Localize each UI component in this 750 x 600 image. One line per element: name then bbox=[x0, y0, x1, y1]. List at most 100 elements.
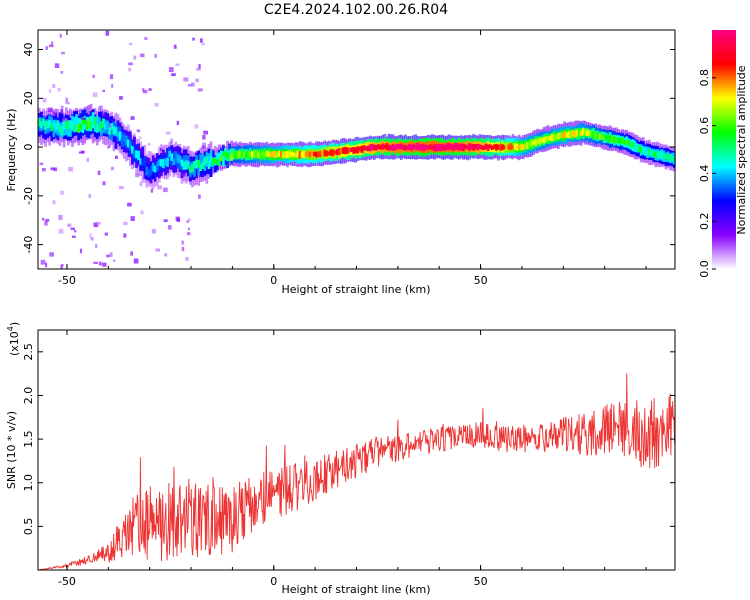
ridge-cell bbox=[348, 147, 351, 153]
noise-cell bbox=[130, 251, 133, 256]
noise-cell bbox=[50, 167, 55, 171]
noise-cell bbox=[79, 248, 82, 254]
noise-cell bbox=[136, 129, 140, 132]
ridge-cell bbox=[588, 130, 591, 137]
ridge-cell bbox=[234, 151, 238, 159]
spectrogram-x-tick-label: -50 bbox=[58, 274, 76, 287]
ridge-cell bbox=[333, 150, 337, 155]
noise-cell bbox=[202, 145, 205, 149]
colorbar-label: Normalized spectral amplitude bbox=[735, 65, 748, 234]
ridge-cell bbox=[298, 151, 302, 159]
ridge-cell bbox=[395, 144, 399, 150]
ridge-cell bbox=[300, 151, 304, 158]
noise-cell bbox=[92, 92, 98, 97]
ridge-cell bbox=[207, 153, 211, 167]
ridge-cell bbox=[431, 145, 434, 150]
ridge-cell bbox=[377, 144, 380, 149]
ridge-cell bbox=[327, 151, 331, 156]
colorbar-gradient bbox=[712, 30, 736, 269]
ridge-cell bbox=[342, 147, 345, 154]
ridge-cell bbox=[164, 158, 167, 166]
ridge-cell bbox=[246, 151, 250, 157]
noise-cell bbox=[52, 84, 56, 88]
noise-cell bbox=[97, 170, 101, 176]
noise-cell bbox=[133, 258, 139, 264]
ridge-cell bbox=[83, 118, 87, 125]
ridge-cell bbox=[497, 144, 500, 150]
noise-cell bbox=[92, 74, 96, 78]
ridge-cell bbox=[604, 135, 608, 140]
ridge-cell bbox=[230, 148, 233, 159]
noise-cell bbox=[39, 162, 44, 165]
ridge-cell bbox=[277, 150, 281, 157]
noise-cell bbox=[65, 97, 68, 102]
ridge-cell bbox=[635, 144, 639, 151]
ridge-cell bbox=[577, 129, 581, 136]
ridge-cell bbox=[308, 151, 312, 158]
ridge-cell bbox=[151, 164, 155, 180]
ridge-cell bbox=[499, 143, 502, 151]
chart-title: C2E4.2024.102.00.26.R04 bbox=[264, 2, 448, 18]
ridge-cell bbox=[335, 149, 339, 156]
noise-cell bbox=[108, 123, 111, 128]
ridge-cell bbox=[557, 132, 560, 140]
ridge-cell bbox=[391, 144, 395, 151]
ridge-cell bbox=[91, 121, 95, 128]
noise-cell bbox=[191, 82, 195, 87]
ridge-cell bbox=[288, 150, 291, 158]
ridge-cell bbox=[644, 148, 647, 156]
ridge-cell bbox=[457, 144, 461, 151]
ridge-cell bbox=[484, 143, 488, 150]
ridge-cell bbox=[311, 150, 314, 158]
ridge-cell bbox=[565, 132, 569, 138]
ridge-cell bbox=[170, 153, 174, 161]
ridge-cell bbox=[325, 150, 329, 157]
ridge-cell bbox=[530, 139, 533, 147]
ridge-cell bbox=[627, 140, 631, 146]
colorbar-tick-label: 0.6 bbox=[698, 117, 711, 135]
snr-x-tick-label: 50 bbox=[474, 575, 488, 588]
ridge-cell bbox=[95, 124, 99, 133]
noise-cell bbox=[110, 166, 114, 171]
ridge-cell bbox=[592, 132, 595, 139]
ridge-cell bbox=[383, 144, 387, 149]
ridge-cell bbox=[42, 118, 45, 126]
noise-cell bbox=[168, 67, 174, 73]
ridge-cell bbox=[172, 151, 176, 165]
noise-cell bbox=[138, 136, 142, 140]
noise-cell bbox=[181, 246, 185, 252]
ridge-cell bbox=[412, 144, 415, 150]
noise-cell bbox=[60, 71, 64, 74]
noise-cell bbox=[62, 117, 68, 122]
noise-cell bbox=[181, 172, 186, 177]
snr-x-tick-label: -50 bbox=[58, 575, 76, 588]
ridge-cell bbox=[215, 159, 219, 165]
ridge-cell bbox=[646, 150, 649, 155]
colorbar: 0.0 0.2 0.4 0.6 0.8 Normalized spectral ampl… bbox=[698, 30, 748, 278]
ridge-cell bbox=[602, 135, 606, 141]
ridge-cell bbox=[507, 144, 511, 150]
ridge-cell bbox=[273, 151, 277, 158]
ridge-cell bbox=[331, 149, 335, 157]
spectrogram-marks bbox=[38, 30, 676, 270]
noise-cell bbox=[74, 230, 77, 233]
ridge-cell bbox=[60, 125, 64, 136]
ridge-cell bbox=[145, 166, 149, 176]
noise-cell bbox=[59, 190, 65, 195]
ridge-cell bbox=[519, 143, 523, 151]
ridge-cell bbox=[406, 145, 409, 150]
ridge-cell bbox=[402, 144, 405, 151]
ridge-cell bbox=[451, 144, 455, 151]
ridge-cell bbox=[664, 153, 668, 159]
ridge-cell bbox=[50, 123, 54, 131]
ridge-cell bbox=[672, 157, 676, 162]
noise-cell bbox=[163, 219, 168, 222]
ridge-cell bbox=[404, 144, 407, 151]
ridge-cell bbox=[73, 124, 76, 133]
ridge-cell bbox=[486, 144, 490, 151]
ridge-cell bbox=[344, 146, 347, 155]
ridge-cell bbox=[590, 132, 593, 137]
ridge-cell bbox=[550, 133, 554, 142]
ridge-cell bbox=[503, 145, 506, 150]
noise-cell bbox=[45, 46, 48, 50]
